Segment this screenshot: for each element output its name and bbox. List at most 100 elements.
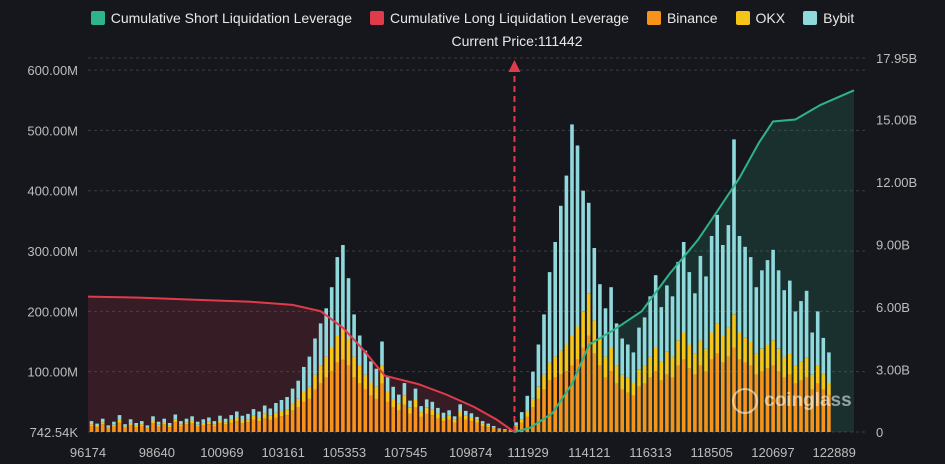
bar-segment [262, 405, 267, 414]
cumulative-area [88, 296, 515, 432]
y-left-tick-label: 742.54K [30, 425, 79, 440]
bar-segment [346, 365, 351, 432]
bar-segment [123, 424, 127, 427]
bar-segment [95, 423, 99, 426]
bar-segment [804, 290, 809, 358]
bar-segment [782, 356, 786, 378]
y-left-tick-label: 600.00M [27, 63, 78, 78]
bar-segment [184, 422, 189, 425]
bar-segment [195, 424, 200, 427]
bar-segment [547, 362, 552, 381]
bar-segment [346, 278, 351, 339]
bar-segment [419, 412, 423, 417]
legend-item[interactable]: Binance [646, 10, 718, 26]
bar-segment [810, 374, 814, 390]
bar-segment [592, 320, 597, 354]
bar-segment [324, 308, 328, 357]
bar-segment [553, 377, 557, 432]
bar-segment [687, 368, 692, 432]
bar-segment [642, 365, 647, 384]
bar-segment [788, 374, 792, 432]
bar-segment [748, 257, 753, 342]
x-tick-label: 114121 [568, 445, 610, 460]
legend-item[interactable]: Cumulative Short Liquidation Leverage [90, 10, 352, 26]
legend-label: Cumulative Long Liquidation Leverage [390, 10, 629, 26]
bar-segment [190, 420, 194, 424]
bar-segment [235, 417, 239, 422]
bar-segment [307, 398, 312, 432]
bar-segment [559, 350, 563, 375]
bar-segment [452, 423, 457, 432]
bar-segment [681, 359, 686, 432]
bar-segment [497, 429, 502, 430]
bar-segment [123, 426, 127, 428]
bar-segment [486, 423, 490, 426]
bar-segment [637, 369, 641, 387]
bar-segment [648, 296, 652, 357]
bar-segment [799, 361, 803, 381]
bar-segment [95, 426, 99, 428]
bar-segment [184, 424, 189, 432]
y-right-tick-label: 3.00B [876, 362, 910, 377]
bar-segment [760, 348, 764, 372]
bar-segment [642, 317, 647, 366]
bar-segment [698, 340, 703, 366]
bar-segment [581, 347, 585, 432]
bar-segment [776, 371, 781, 432]
legend-item[interactable]: Cumulative Long Liquidation Leverage [370, 10, 629, 26]
bar-segment [827, 395, 831, 432]
bar-segment [598, 365, 602, 432]
y-left-tick-label: 400.00M [27, 184, 78, 199]
legend-item[interactable]: Bybit [803, 10, 854, 26]
bar-segment [408, 407, 412, 414]
bar-segment [626, 392, 630, 432]
bar-segment [240, 420, 245, 424]
bar-segment [201, 419, 206, 423]
bar-segment [760, 371, 764, 432]
bar-segment [128, 425, 133, 432]
bar-segment [519, 419, 524, 423]
bar-segment [436, 407, 440, 414]
bar-segment [447, 415, 451, 420]
bar-segment [715, 214, 719, 324]
bar-segment [653, 275, 658, 348]
bar-segment [268, 415, 273, 420]
bar-segment [497, 429, 502, 432]
bar-segment [246, 422, 250, 432]
bar-segment [302, 401, 306, 432]
bar-segment [408, 413, 412, 432]
bar-segment [575, 326, 580, 360]
bar-segment [313, 374, 317, 390]
bar-segment [514, 427, 518, 432]
bar-segment [162, 424, 166, 432]
axis-labels: 742.54K 100.00M 200.00M 300.00M 400.00M 500.0… [27, 51, 917, 460]
bar-segment [693, 353, 697, 375]
bar-segment [452, 416, 457, 420]
bar-segment [352, 314, 356, 357]
bar-segment [134, 427, 138, 432]
bar-segment [788, 280, 792, 353]
bar-segment [704, 371, 708, 432]
bar-segment [659, 307, 664, 362]
bar-segment [212, 424, 217, 426]
legend-item[interactable]: OKX [735, 10, 785, 26]
bar-segment [687, 344, 692, 369]
bar-segment [173, 414, 178, 420]
y-left-tick-label: 200.00M [27, 304, 78, 319]
bar-segment [380, 365, 384, 384]
bar-segment [709, 332, 714, 360]
bar-segment [665, 374, 669, 432]
bar-segment [475, 423, 479, 432]
bar-segment [620, 374, 624, 390]
bar-segment [637, 327, 641, 370]
bar-segment [391, 398, 395, 408]
bar-segment [648, 356, 652, 378]
bar-segment [531, 407, 535, 432]
bar-segment [402, 395, 407, 405]
bar-segment [385, 401, 390, 432]
bar-segment [285, 409, 289, 416]
bar-segment [329, 347, 334, 372]
bar-segment [307, 356, 312, 387]
bar-segment [257, 411, 261, 418]
